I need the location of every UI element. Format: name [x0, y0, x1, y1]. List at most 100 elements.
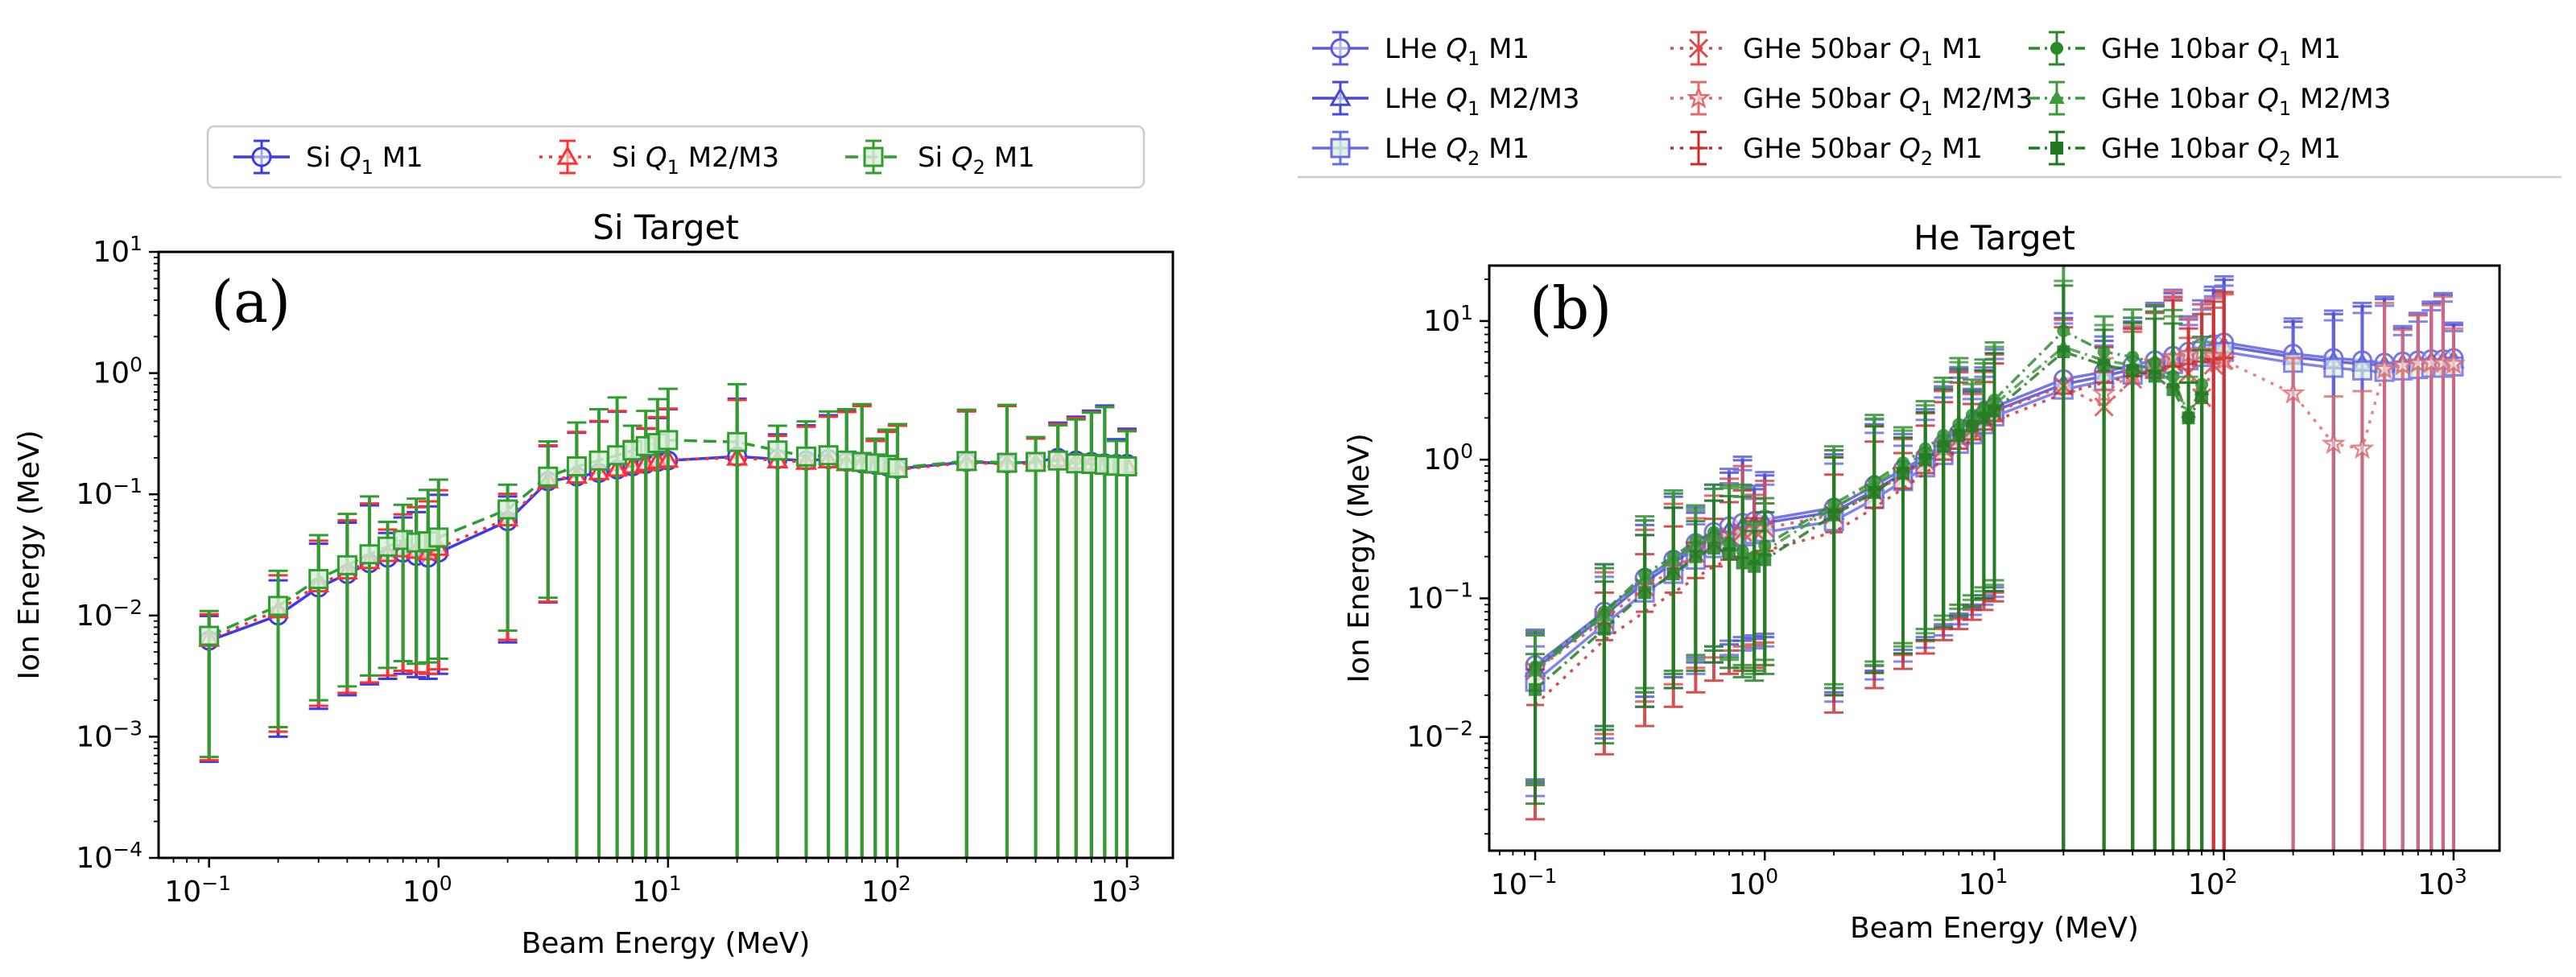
axes-frame	[157, 250, 1174, 860]
data-point	[1117, 456, 1137, 476]
y-axis-label: Ion Energy (MeV)	[1343, 433, 1376, 682]
legend-marker	[863, 146, 884, 167]
data-point	[1736, 556, 1749, 570]
data-point	[2097, 358, 2111, 372]
legend: Si Q1 M1 Si Q1 M2/M3 Si Q2 M1	[206, 125, 1146, 189]
data-point	[818, 445, 839, 466]
data-point	[336, 554, 357, 575]
x-tick-label: 103	[1091, 872, 1141, 909]
data-point	[1638, 586, 1652, 600]
y-tick-label: 101	[93, 232, 142, 269]
data-point	[2372, 356, 2397, 380]
data-point	[2057, 345, 2070, 359]
y-tick-label: 101	[1423, 301, 1473, 338]
legend-label: GHe 50bar Q2 M1	[1743, 133, 1983, 170]
data-point	[1758, 553, 1772, 567]
y-axis-label: Ion Energy (MeV)	[13, 430, 46, 679]
series-2	[199, 382, 1137, 858]
data-point	[1748, 559, 1761, 573]
legend-box	[206, 125, 1146, 189]
x-axis-label: Beam Energy (MeV)	[522, 927, 811, 960]
data-point	[428, 527, 449, 548]
data-point	[2166, 383, 2180, 397]
data-point	[2441, 351, 2467, 375]
legend-label: LHe Q1 M1	[1385, 33, 1530, 70]
x-axis-label: Beam Energy (MeV)	[1850, 912, 2139, 945]
x-tick-label: 101	[1959, 864, 2008, 901]
y-tick-label: 10−2	[76, 596, 142, 633]
legend-marker	[1690, 139, 1707, 157]
data-point	[1666, 567, 1680, 581]
data-point	[199, 625, 220, 646]
series-8	[1525, 284, 2212, 851]
x-tick-label: 101	[632, 872, 682, 909]
data-point	[956, 451, 977, 472]
legend-item-3: GHe 50bar Q1 M1	[1670, 31, 1983, 70]
data-point	[1896, 466, 1909, 480]
data-point	[2350, 435, 2375, 460]
data-point	[1026, 451, 1046, 472]
legend-item-6: GHe 10bar Q1 M1	[2029, 31, 2341, 70]
legend-item-4: GHe 50bar Q1 M2/M3	[1670, 80, 2033, 120]
y-tick-label: 10−4	[76, 838, 142, 875]
data-point	[1868, 485, 1881, 499]
chart-panel-b: 10−1 100 101 102 103 10−2 10−1 100 101 He Target B…	[1298, 31, 2562, 945]
data-point	[727, 431, 748, 452]
x-tick-label: 103	[2417, 864, 2467, 901]
legend-marker	[2049, 89, 2065, 104]
y-tick-label: 10−3	[76, 716, 142, 753]
legend-marker	[1330, 38, 1351, 59]
data-point	[2281, 381, 2306, 404]
x-tick-label: 100	[402, 872, 452, 909]
legend-label: Si Q1 M1	[306, 142, 423, 179]
legend-marker	[1686, 85, 1711, 109]
data-point	[2215, 349, 2233, 368]
y-tick-label: 10−2	[1406, 717, 1473, 754]
y-tick-label: 100	[1423, 439, 1473, 476]
series-layer	[198, 382, 1138, 858]
legend-item-8: GHe 10bar Q2 M1	[2029, 130, 2341, 170]
series-line	[1534, 345, 2203, 672]
legend-marker	[251, 146, 272, 167]
x-tick-label: 10−1	[164, 872, 231, 909]
legend-label: GHe 50bar Q1 M2/M3	[1743, 83, 2033, 120]
chart-panel-a: 10−1 100 101 102 103 10−4 10−3 10−2 10−1 100 101 Si…	[13, 125, 1174, 960]
legend-marker	[556, 145, 579, 165]
data-point	[2179, 355, 2198, 373]
data-point	[1937, 439, 1951, 453]
data-point	[566, 456, 587, 476]
legend-item-1: Si Q1 M2/M3	[539, 139, 779, 179]
data-point	[2126, 364, 2140, 377]
data-point	[997, 452, 1018, 473]
legend-marker	[2050, 42, 2063, 55]
legend-label: LHe Q2 M1	[1385, 133, 1530, 170]
data-point	[1047, 450, 1068, 471]
legend-marker	[2050, 142, 2063, 155]
data-point	[1977, 411, 1991, 425]
legend-label: GHe 10bar Q1 M1	[2101, 33, 2341, 70]
data-point	[1529, 682, 1542, 696]
panel-label: (a)	[211, 268, 291, 336]
legend-label: Si Q2 M1	[918, 142, 1035, 179]
legend-label: GHe 10bar Q2 M1	[2101, 133, 2341, 170]
data-point	[1827, 508, 1841, 521]
data-point	[2148, 369, 2161, 383]
data-point	[658, 430, 679, 451]
data-point	[268, 596, 289, 616]
data-point	[2182, 411, 2195, 425]
data-point	[1689, 550, 1703, 563]
data-point	[2323, 357, 2344, 378]
legend-item-0: Si Q1 M1	[233, 139, 423, 179]
data-point	[767, 440, 788, 461]
legend: LHe Q1 M1 LHe Q1 M2/M3 LHe Q2 M1 GHe 50bar …	[1298, 31, 2562, 179]
data-point	[1918, 453, 1932, 467]
legend-item-2: Si Q2 M1	[845, 139, 1035, 179]
chart-title: Si Target	[592, 208, 739, 247]
x-tick-label: 100	[1728, 864, 1778, 901]
data-point	[2390, 352, 2415, 376]
chart-title: He Target	[1913, 218, 2075, 258]
data-point	[308, 568, 329, 589]
data-point	[1707, 542, 1720, 555]
y-tick-label: 10−1	[76, 474, 142, 511]
legend-item-2: LHe Q2 M1	[1312, 130, 1530, 170]
